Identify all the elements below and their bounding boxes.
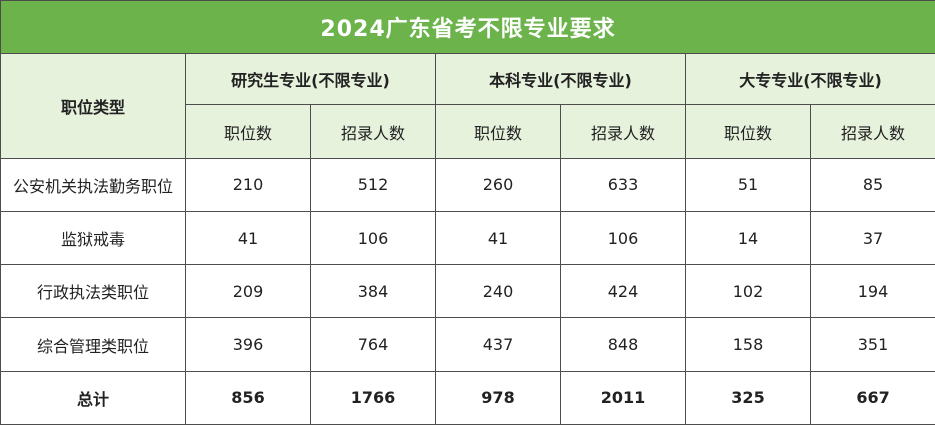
- cell-value: 51: [685, 157, 811, 212]
- total-value: 1766: [310, 370, 436, 425]
- total-label: 总计: [0, 370, 186, 425]
- table-row: 行政执法类职位 209 384 240 424 102 194: [0, 264, 935, 319]
- cell-value: 194: [809, 264, 935, 319]
- header-college-hires: 招录人数: [809, 104, 935, 159]
- row-label: 监狱戒毒: [0, 210, 186, 266]
- cell-value: 41: [435, 210, 561, 266]
- total-value: 667: [809, 370, 935, 425]
- header-group-bachelor: 本科专业(不限专业): [435, 53, 686, 106]
- cell-value: 512: [310, 157, 436, 212]
- header-group-college: 大专专业(不限专业): [684, 53, 935, 106]
- cell-value: 848: [560, 317, 686, 372]
- total-value: 978: [435, 370, 561, 425]
- total-value: 2011: [560, 370, 686, 425]
- cell-value: 633: [560, 157, 686, 212]
- total-value: 325: [685, 370, 811, 425]
- row-label: 公安机关执法勤务职位: [0, 157, 186, 212]
- header-row-groups: 职位类型 研究生专业(不限专业) 本科专业(不限专业) 大专专业(不限专业): [0, 53, 935, 159]
- cell-value: 437: [435, 317, 561, 372]
- cell-value: 37: [809, 210, 935, 266]
- cell-value: 158: [685, 317, 811, 372]
- cell-value: 102: [685, 264, 811, 319]
- cell-value: 210: [185, 157, 311, 212]
- header-graduate-hires: 招录人数: [310, 104, 436, 159]
- cell-value: 85: [809, 157, 935, 212]
- header-college-positions: 职位数: [685, 104, 811, 159]
- table-row: 公安机关执法勤务职位 210 512 260 633 51 85: [0, 157, 935, 212]
- header-graduate-positions: 职位数: [185, 104, 311, 159]
- cell-value: 240: [435, 264, 561, 319]
- cell-value: 764: [310, 317, 436, 372]
- cell-value: 41: [185, 210, 311, 266]
- table-title: 2024广东省考不限专业要求: [0, 0, 935, 55]
- header-group-graduate: 研究生专业(不限专业): [185, 53, 436, 106]
- cell-value: 14: [685, 210, 811, 266]
- cell-value: 384: [310, 264, 436, 319]
- cell-value: 396: [185, 317, 311, 372]
- cell-value: 106: [560, 210, 686, 266]
- header-bachelor-positions: 职位数: [435, 104, 561, 159]
- total-row: 总计 856 1766 978 2011 325 667: [0, 370, 935, 425]
- title-row: 2024广东省考不限专业要求: [0, 0, 935, 55]
- header-row-subcolumns: 职位数 招录人数 职位数 招录人数 职位数 招录人数: [1, 104, 935, 159]
- header-bachelor-hires: 招录人数: [560, 104, 686, 159]
- row-label: 行政执法类职位: [0, 264, 186, 319]
- cell-value: 209: [185, 264, 311, 319]
- header-position-type: 职位类型: [0, 53, 186, 159]
- cell-value: 260: [435, 157, 561, 212]
- total-value: 856: [185, 370, 311, 425]
- table-row: 监狱戒毒 41 106 41 106 14 37: [0, 210, 935, 266]
- cell-value: 106: [310, 210, 436, 266]
- cell-value: 424: [560, 264, 686, 319]
- row-label: 综合管理类职位: [0, 317, 186, 372]
- table-row: 综合管理类职位 396 764 437 848 158 351: [0, 317, 935, 372]
- cell-value: 351: [809, 317, 935, 372]
